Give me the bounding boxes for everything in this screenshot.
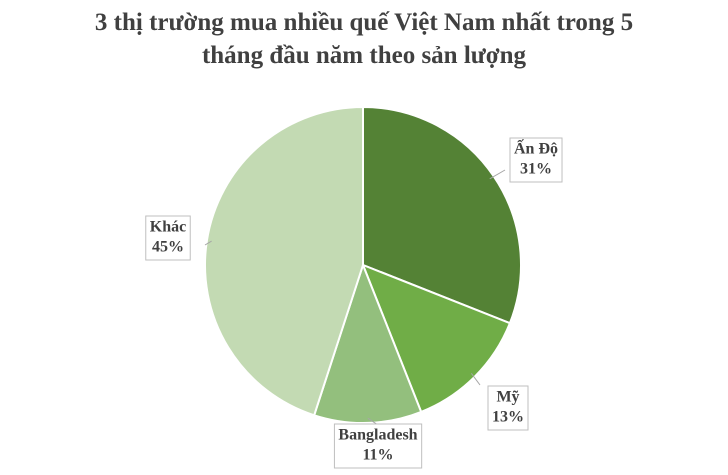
- value-label: 11%: [362, 447, 393, 464]
- data-label: Khác 45%: [145, 215, 191, 261]
- label-box: [487, 385, 529, 431]
- category-label: Ấn Độ: [514, 139, 558, 158]
- data-label: Mỹ 13%: [487, 385, 529, 431]
- leader-line: [470, 373, 481, 386]
- label-box: [333, 423, 423, 469]
- category-label: Khác: [150, 219, 186, 236]
- leader-line: [204, 240, 212, 246]
- pie-slice: [204, 105, 364, 417]
- chart-title: 3 thị trường mua nhiều quế Việt Nam nhất…: [94, 9, 634, 69]
- category-label: Bangladesh: [338, 427, 417, 444]
- label-box: [145, 215, 191, 261]
- category-label: Mỹ: [496, 389, 519, 406]
- leader-line: [489, 169, 506, 180]
- value-label: 31%: [520, 161, 552, 178]
- data-label: Bangladesh 11%: [333, 423, 423, 469]
- value-label: 13%: [492, 409, 524, 426]
- label-box: [509, 137, 563, 183]
- value-label: 45%: [152, 239, 184, 256]
- pie-slice: [312, 262, 423, 424]
- data-label: Ấn Độ 31%: [509, 137, 563, 183]
